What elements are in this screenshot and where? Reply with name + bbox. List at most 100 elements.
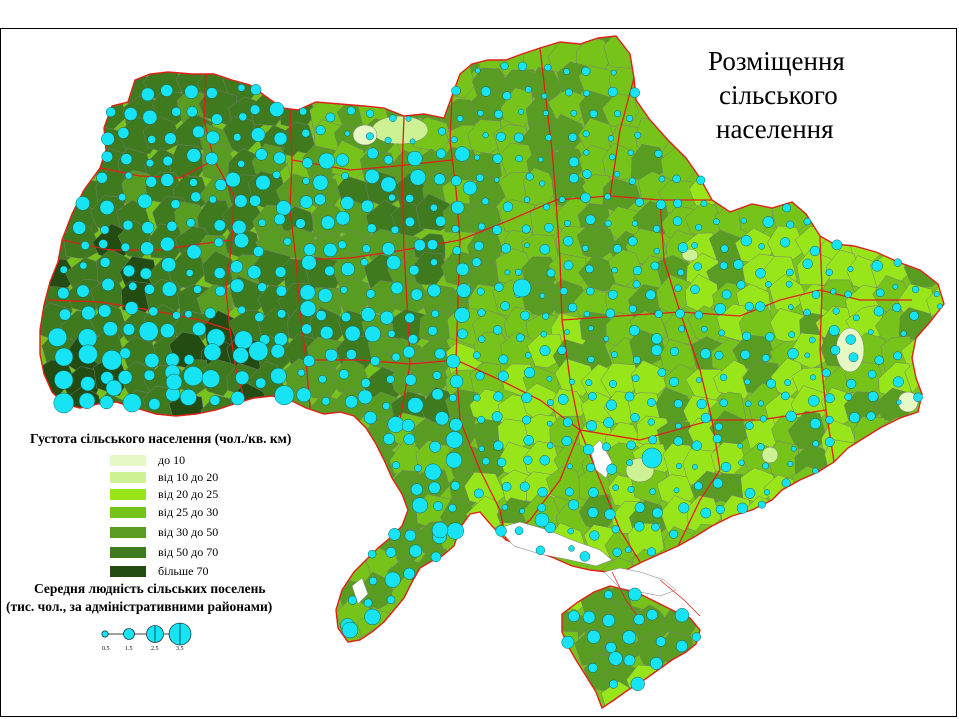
settlement-circle [788,304,794,310]
density-swatch-7 [110,566,146,577]
settlement-circle [803,308,811,317]
settlement-circle [937,303,943,310]
settlement-circle-large [431,521,449,539]
settlement-circle [145,159,154,168]
settlement-circle [101,350,122,371]
settlement-circle [712,478,724,489]
settlement-circle [493,391,504,402]
region-border-line [539,47,563,321]
settlement-circle [213,267,226,279]
settlement-circle [785,410,797,422]
settlement-circle [76,284,90,298]
settlement-circle [647,547,656,557]
density-label-4: від 25 до 30 [158,505,219,519]
settlement-circle [360,307,376,322]
settlement-circle [404,216,415,227]
settlement-circle [589,530,600,541]
settlement-circle [495,131,506,142]
settlement-circle [824,437,835,447]
settlement-circle [586,287,595,296]
settlement-circle [255,174,271,191]
settlement-circle [427,325,438,336]
settlement-circle [786,220,795,229]
settlement-circle [122,219,134,231]
settlement-circle [434,411,450,426]
settlement-circle [825,268,833,277]
settlement-circle [190,191,202,203]
settlement-circle [53,392,75,414]
settlement-circle [763,489,771,496]
settlement-circle [605,641,617,654]
settlement-circle [568,378,576,385]
settlement-circle [611,267,618,274]
settlement-circle [525,352,532,359]
settlement-circle [389,114,397,122]
settlement-circle [515,268,522,276]
settlement-circle [476,287,485,296]
settlement-circle [630,676,645,692]
settlement-circle [451,85,461,96]
settlement-circle [315,310,327,321]
settlement-circle [446,354,461,369]
settlement-circle [495,525,507,537]
settlement-circle [502,91,512,101]
settlement-circle [477,415,485,424]
settlement-circle [410,288,423,301]
settlement-circle [844,392,853,401]
settlement-circle [824,393,835,404]
settlement-circle [501,481,512,492]
settlement-circle [254,312,265,323]
settlement-circle [609,379,617,388]
settlement-circle [564,329,570,335]
settlement-circle [568,156,580,168]
settlement-circle [147,135,157,144]
settlement-circle [370,356,381,366]
settlement-circle [522,415,531,425]
settlement-circle [539,345,551,357]
settlement-circle [274,385,295,406]
settlement-circle [585,214,596,225]
settlement-circle [634,502,646,513]
settlement-circle [364,325,381,343]
settlement-circle [430,258,438,266]
settlement-circle [480,86,492,97]
settlement-circle [809,418,821,430]
settlement-circle [675,640,688,653]
settlement-circle [694,481,703,491]
settlement-circle [360,378,371,388]
settlement-circle [80,241,90,250]
settlement-circle [539,455,550,466]
settlement-circle [432,371,442,380]
settlement-circle [832,307,840,315]
settlement-circle [500,301,510,311]
settlement-circle [148,398,161,411]
settlement-circle [340,311,352,323]
settlement-circle [299,300,317,317]
settlement-circle [255,377,267,389]
region-border-line [99,159,215,179]
settlement-circle [161,257,177,273]
settlement-circle [80,376,96,392]
settlement-circle [270,367,287,385]
settlement-circle [627,149,634,156]
settlement-circle [787,460,794,467]
settlement-circle [186,106,198,118]
settlement-circle [302,157,313,169]
settlement-circle [272,170,281,179]
settlement-circle [445,451,463,469]
settlement-circle [587,355,595,364]
settlement-circle [319,325,334,340]
water-body [603,567,677,597]
settlement-circle [434,348,446,360]
settlement-circle [844,290,852,298]
settlement-circle [669,376,679,387]
settlement-circle [79,261,88,270]
settlement-circle [626,114,634,122]
settlement-circle [544,63,552,72]
settlement-circle [497,457,507,467]
settlement-circle [677,242,689,253]
settlement-circle [363,411,377,425]
map-title-line-1: Розміщення [708,46,845,76]
settlement-circle [117,127,130,139]
settlement-circle [471,257,482,267]
